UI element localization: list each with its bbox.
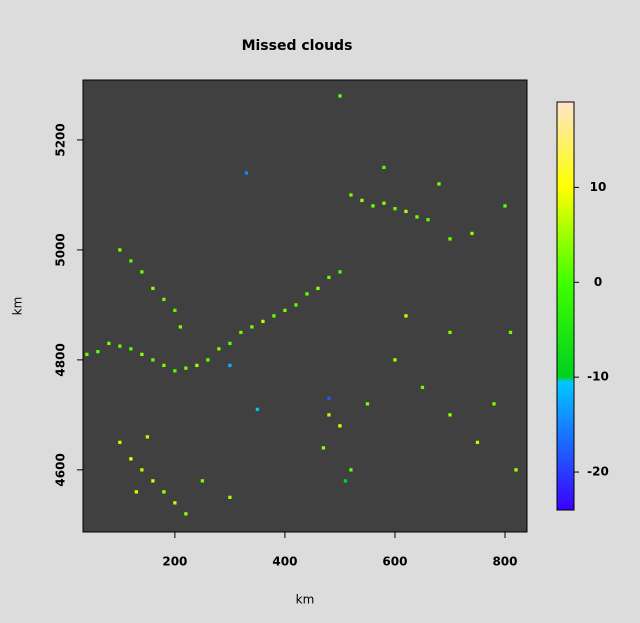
y-tick-label: 5200 — [54, 123, 68, 156]
cell — [239, 330, 243, 335]
cell — [393, 207, 397, 211]
cell — [244, 171, 249, 175]
cell — [261, 319, 265, 324]
cell — [382, 201, 386, 205]
x-axis-label: km — [296, 593, 315, 607]
x-tick-label: 800 — [492, 555, 517, 569]
cell — [338, 94, 342, 98]
cell — [327, 413, 331, 417]
cell — [151, 358, 155, 362]
cell — [343, 479, 348, 483]
cell — [514, 468, 518, 472]
cell — [255, 407, 260, 412]
cell — [200, 479, 205, 483]
colorbar — [556, 101, 575, 511]
cell — [151, 479, 155, 483]
cell — [140, 270, 144, 274]
colorbar-tick-label: -10 — [587, 370, 609, 384]
cell — [173, 369, 177, 373]
cell — [140, 352, 144, 357]
cell — [250, 325, 254, 329]
cell — [420, 385, 425, 390]
cell — [96, 349, 100, 354]
cell — [316, 286, 320, 291]
cell — [294, 303, 298, 307]
cell — [184, 366, 188, 370]
colorbar-tick-label: 0 — [594, 275, 602, 289]
cell — [134, 490, 139, 494]
y-tick-label: 4800 — [54, 343, 68, 376]
plot-background — [83, 80, 527, 532]
cell — [184, 512, 188, 516]
cell — [426, 218, 430, 222]
cell — [382, 165, 386, 170]
colorbar-tick-label: -20 — [587, 465, 609, 479]
cell — [508, 330, 513, 335]
cell — [151, 286, 155, 291]
cell — [228, 341, 232, 346]
cell — [404, 314, 408, 318]
cell — [162, 490, 166, 494]
cell — [272, 314, 276, 318]
cell — [228, 495, 232, 500]
cell — [404, 209, 408, 214]
cell — [503, 204, 507, 208]
cell — [140, 468, 144, 472]
cell — [448, 237, 452, 241]
y-tick-label: 4600 — [54, 453, 68, 486]
cell — [129, 259, 133, 263]
cell — [118, 440, 122, 445]
y-axis-label: km — [11, 297, 25, 316]
cell — [448, 330, 452, 335]
cell — [85, 352, 89, 357]
cell — [338, 424, 342, 428]
cell — [206, 358, 210, 362]
cell — [162, 297, 166, 302]
cell — [448, 413, 452, 417]
cell — [178, 325, 183, 329]
cell — [118, 248, 122, 252]
cell — [349, 468, 353, 472]
cell — [228, 363, 232, 368]
cell — [393, 358, 397, 362]
y-tick-label: 5000 — [54, 233, 68, 266]
cell — [475, 440, 480, 445]
x-tick-label: 200 — [162, 555, 187, 569]
cell — [470, 231, 474, 236]
cell — [217, 347, 221, 351]
cell — [118, 344, 122, 348]
cell — [321, 446, 326, 450]
cell — [162, 363, 166, 368]
cell — [349, 193, 353, 197]
cell — [129, 457, 133, 461]
cell — [305, 292, 309, 296]
colorbar-tick-label: 10 — [590, 180, 607, 194]
plot-frame — [82, 79, 528, 533]
cell — [173, 501, 177, 505]
cell — [437, 182, 441, 186]
cell — [327, 275, 331, 280]
cell — [338, 270, 342, 274]
cell — [129, 347, 133, 351]
cell — [492, 402, 496, 406]
cell — [283, 308, 287, 313]
cell — [327, 396, 331, 401]
cell — [415, 215, 419, 219]
cell — [173, 308, 177, 313]
cell — [107, 341, 111, 346]
cell — [371, 204, 375, 208]
cell — [195, 363, 199, 368]
cell — [365, 402, 370, 406]
cell — [360, 198, 364, 203]
x-tick-label: 400 — [272, 555, 297, 569]
x-tick-label: 600 — [382, 555, 407, 569]
cell — [145, 435, 150, 439]
chart-title: Missed clouds — [242, 38, 353, 54]
